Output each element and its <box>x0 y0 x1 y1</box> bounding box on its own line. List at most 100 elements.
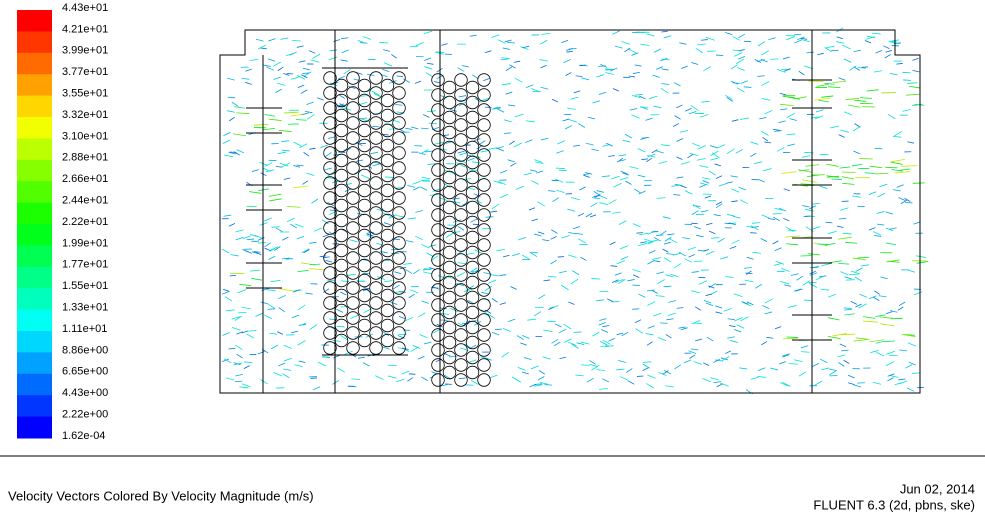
vector <box>612 31 619 35</box>
vector <box>763 169 772 171</box>
vector <box>407 185 415 187</box>
vector <box>413 270 419 274</box>
vector <box>841 350 848 351</box>
vector <box>304 152 309 156</box>
vector <box>861 265 869 266</box>
vector <box>691 349 698 350</box>
vector <box>849 66 856 71</box>
vector <box>790 119 797 121</box>
vector <box>382 69 389 71</box>
vector <box>278 363 285 366</box>
vector <box>416 42 424 45</box>
colorbar-label: 6.65e+00 <box>62 366 108 378</box>
vector <box>573 227 580 229</box>
tube <box>478 89 491 102</box>
vector <box>673 194 680 195</box>
vector <box>658 338 666 341</box>
vector <box>616 369 624 370</box>
vector <box>225 297 232 301</box>
vector <box>739 368 747 369</box>
vector <box>514 378 521 382</box>
tube <box>347 327 360 340</box>
vector <box>296 120 307 121</box>
colorbar-swatch <box>17 181 52 203</box>
vector <box>503 328 511 331</box>
vector <box>405 269 412 273</box>
vector <box>909 362 916 365</box>
vector <box>586 143 594 145</box>
tube <box>370 237 383 250</box>
vector <box>457 263 466 264</box>
tube <box>381 184 394 197</box>
tube <box>466 216 479 229</box>
vector <box>815 98 830 100</box>
vector <box>263 128 275 130</box>
vector <box>900 169 910 170</box>
vector <box>862 67 868 68</box>
colorbar-swatch <box>17 160 52 182</box>
vector <box>245 69 252 71</box>
vector <box>813 226 821 229</box>
vector <box>737 325 745 329</box>
vector <box>780 109 787 110</box>
vector <box>608 200 616 204</box>
vector <box>706 303 713 305</box>
vector <box>802 205 809 207</box>
vector <box>550 306 559 308</box>
vector <box>556 190 564 193</box>
vector <box>797 276 803 280</box>
vector <box>780 281 789 283</box>
vector <box>848 375 854 378</box>
tube <box>455 89 468 102</box>
tube <box>381 319 394 332</box>
vector <box>783 338 798 339</box>
vector <box>391 302 398 304</box>
vector <box>886 361 894 365</box>
vector <box>869 228 875 230</box>
vector <box>509 141 514 145</box>
vector <box>636 329 643 334</box>
tube <box>393 297 406 310</box>
tube <box>324 72 337 85</box>
vector <box>626 369 632 373</box>
vector <box>815 381 822 385</box>
colorbar-swatch <box>17 310 52 332</box>
vector <box>677 308 684 309</box>
vector <box>752 252 760 253</box>
vector <box>692 143 700 146</box>
vector <box>899 198 906 201</box>
vector <box>685 108 692 111</box>
vector <box>450 110 457 112</box>
vector <box>423 115 429 118</box>
vector <box>734 53 742 57</box>
vector <box>350 240 358 242</box>
vector <box>566 52 572 53</box>
vector <box>692 211 698 215</box>
vector <box>269 194 281 196</box>
tube <box>347 282 360 295</box>
vector <box>640 242 647 243</box>
colorbar-label: 4.21e+01 <box>62 23 108 35</box>
vector <box>744 267 752 268</box>
vector <box>517 336 524 340</box>
tube <box>324 252 337 265</box>
tube <box>358 214 371 227</box>
tube <box>324 162 337 175</box>
vector <box>701 101 709 102</box>
tube <box>381 229 394 242</box>
tube <box>347 102 360 115</box>
vector <box>665 386 674 387</box>
vector <box>268 39 275 41</box>
tube <box>335 259 348 272</box>
vector <box>311 199 318 203</box>
vector <box>571 197 580 199</box>
vector <box>780 104 794 105</box>
colorbar-swatch <box>17 224 52 246</box>
tube <box>432 344 445 357</box>
vector <box>597 191 604 193</box>
vector <box>643 362 652 363</box>
vector <box>828 87 840 88</box>
vector <box>777 148 784 152</box>
vector <box>497 148 504 151</box>
vector <box>260 48 267 49</box>
